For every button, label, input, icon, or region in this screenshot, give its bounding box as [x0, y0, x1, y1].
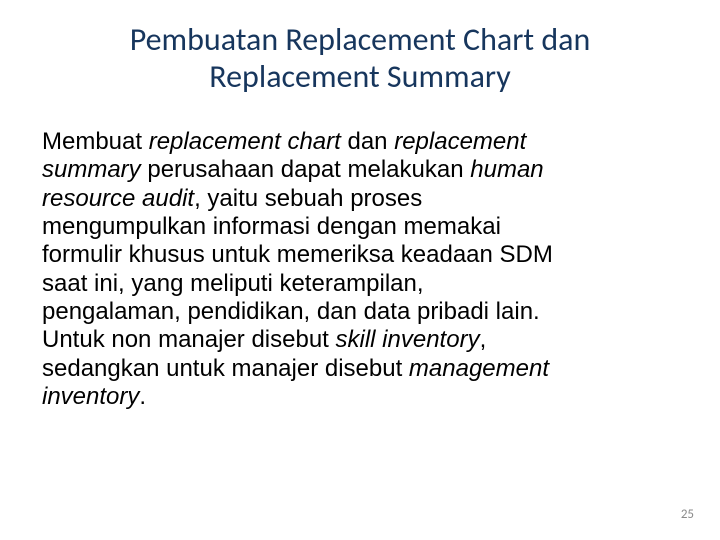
body-italic-4: skill inventory [336, 326, 480, 353]
body-text-6: . [139, 383, 146, 410]
slide-title: Pembuatan Replacement Chart dan Replacem… [60, 22, 660, 96]
slide: Pembuatan Replacement Chart dan Replacem… [0, 0, 720, 540]
body-text-2: dan [341, 128, 394, 155]
page-number: 25 [681, 507, 694, 522]
body-italic-1: replacement chart [149, 128, 341, 155]
title-line-2: Replacement Summary [209, 57, 510, 96]
title-line-1: Pembuatan Replacement Chart dan [130, 20, 591, 59]
slide-body: Membuat replacement chart dan replacemen… [42, 128, 562, 411]
body-text-3: perusahaan dapat melakukan [141, 156, 471, 183]
body-text-1: Membuat [42, 128, 149, 155]
